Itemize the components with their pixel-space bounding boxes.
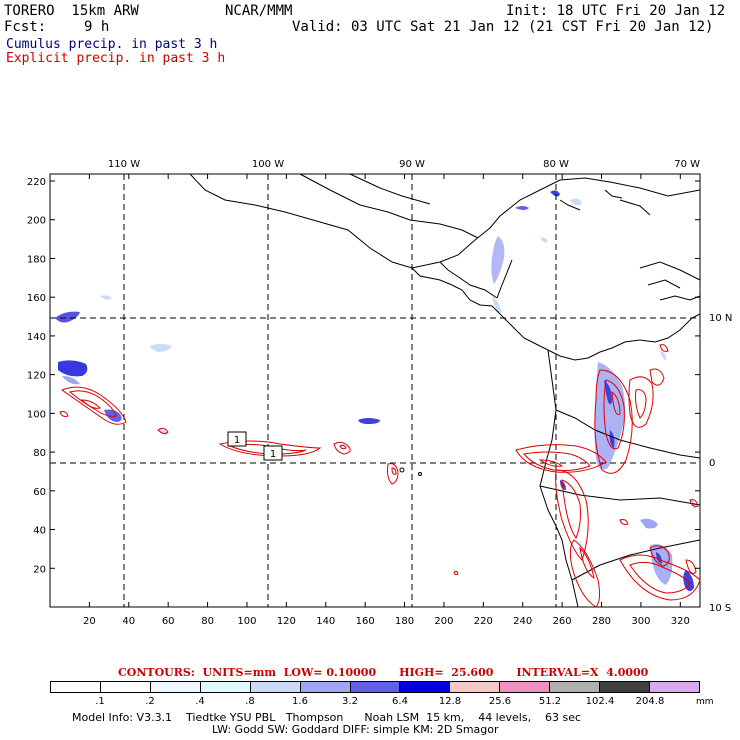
x-tick-label: 280 (592, 616, 611, 627)
x-tick-label: 320 (671, 616, 690, 627)
contour-label: 1 (234, 435, 240, 446)
colorbar-cell (200, 682, 251, 692)
colorbar-label: 6.4 (392, 696, 408, 707)
colorbar-cell (150, 682, 201, 692)
model-info-line1: Model Info: V3.3.1 Tiedtke YSU PBL Thomp… (72, 711, 582, 724)
x-tick-label: 200 (434, 616, 453, 627)
x-tick-label: 60 (162, 616, 175, 627)
colorbar-label: .1 (95, 696, 105, 707)
model-title: TORERO 15km ARW (4, 3, 139, 19)
colorbar-label: .2 (145, 696, 155, 707)
colorbar (50, 681, 700, 693)
y-tick-label: 220 (27, 177, 46, 188)
init-time: Init: 18 UTC Fri 20 Jan 12 (506, 3, 726, 19)
longitude-label: 70 W (674, 159, 700, 170)
colorbar-cell (500, 682, 551, 692)
y-tick-label: 60 (33, 487, 46, 498)
longitude-label: 90 W (399, 159, 425, 170)
colorbar-cell (650, 682, 699, 692)
y-tick-label: 200 (27, 216, 46, 227)
colorbar-cell (250, 682, 301, 692)
y-tick-label: 80 (33, 448, 46, 459)
contour-info: CONTOURS: UNITS=mm LOW= 0.10000 HIGH= 25… (118, 666, 649, 679)
valid-time: Valid: 03 UTC Sat 21 Jan 12 (21 CST Fri … (292, 19, 714, 35)
y-tick-label: 100 (27, 409, 46, 420)
colorbar-label: 12.8 (438, 696, 462, 707)
model-info-line2: LW: Godd SW: Goddard DIFF: simple KM: 2D… (212, 723, 499, 736)
explicit-legend: Explicit precip. in past 3 h (6, 51, 226, 66)
colorbar-cell (600, 682, 651, 692)
x-tick-label: 120 (277, 616, 296, 627)
longitude-label: 80 W (543, 159, 569, 170)
colorbar-label: .8 (245, 696, 255, 707)
colorbar-label: 51.2 (538, 696, 562, 707)
y-axis: 20 40 60 80 100 120 140 160 180 200 220 (27, 177, 700, 575)
x-tick-label: 220 (474, 616, 493, 627)
contour-labels: 1 1 (227, 431, 283, 461)
x-tick-label: 20 (83, 616, 96, 627)
colorbar-cell (300, 682, 351, 692)
colorbar-label: 1.6 (292, 696, 308, 707)
colorbar-label: .4 (195, 696, 205, 707)
colorbar-cell (100, 682, 151, 692)
latitude-labels: 10 N 0 10 S (709, 313, 732, 614)
colorbar-unit: mm (696, 697, 714, 707)
forecast-label: Fcst: (4, 19, 47, 35)
colorbar-label: 25.6 (488, 696, 512, 707)
x-tick-label: 180 (395, 616, 414, 627)
y-tick-label: 140 (27, 332, 46, 343)
coastlines (189, 173, 701, 608)
colorbar-cell (450, 682, 501, 692)
x-tick-label: 140 (316, 616, 335, 627)
graticule (50, 174, 700, 607)
x-tick-label: 40 (122, 616, 135, 627)
x-tick-label: 160 (356, 616, 375, 627)
small-black-circles (399, 467, 422, 476)
colorbar-label: 204.8 (635, 696, 665, 707)
longitude-label: 110 W (108, 159, 140, 170)
colorbar-cell (51, 682, 101, 692)
colorbar-label: 3.2 (342, 696, 358, 707)
x-tick-label: 100 (237, 616, 256, 627)
colorbar-cell (350, 682, 401, 692)
x-tick-label: 80 (201, 616, 214, 627)
map-frame (49, 173, 701, 608)
longitude-label: 100 W (252, 159, 284, 170)
latitude-label: 0 (709, 458, 715, 469)
x-tick-label: 260 (553, 616, 572, 627)
y-tick-label: 120 (27, 371, 46, 382)
y-tick-label: 180 (27, 254, 46, 265)
colorbar-label: 102.4 (585, 696, 615, 707)
colorbar-cell (400, 682, 451, 692)
y-tick-label: 160 (27, 293, 46, 304)
y-tick-label: 20 (33, 564, 46, 575)
forecast-hours: 9 h (84, 19, 110, 35)
longitude-labels: 110 W 100 W 90 W 80 W 70 W (108, 159, 700, 170)
cumulus-legend: Cumulus precip. in past 3 h (6, 37, 218, 52)
model-info: Model Info: V3.3.1 Tiedtke YSU PBL Thomp… (72, 712, 581, 736)
y-tick-label: 40 (33, 526, 46, 537)
latitude-label: 10 N (709, 313, 732, 324)
contour-label: 1 (270, 449, 276, 460)
center-name: NCAR/MMM (225, 3, 293, 19)
x-tick-label: 240 (513, 616, 532, 627)
x-tick-label: 300 (631, 616, 650, 627)
explicit-precip-contours (59, 344, 701, 608)
latitude-label: 10 S (709, 603, 731, 614)
colorbar-cell (550, 682, 601, 692)
x-axis: 20 40 60 80 100 120 140 160 180 200 220 240 260 280 30… (83, 174, 690, 627)
